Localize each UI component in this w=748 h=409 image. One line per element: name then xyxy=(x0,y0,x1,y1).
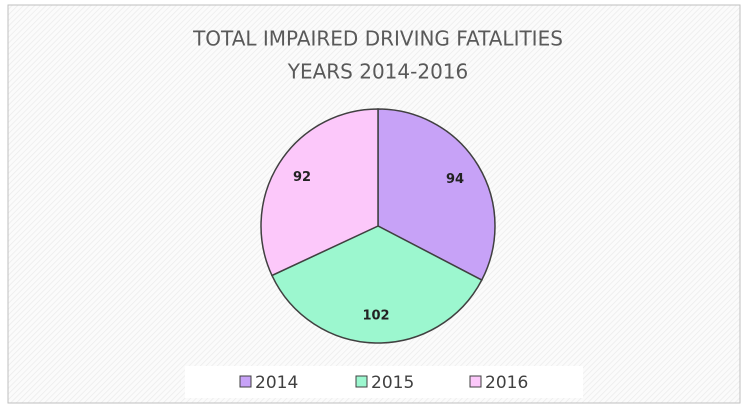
data-label: 92 xyxy=(293,170,311,185)
chart-subtitle: YEARS 2014-2016 xyxy=(287,60,469,84)
data-label: 102 xyxy=(362,309,389,324)
legend-label: 2015 xyxy=(371,373,414,393)
legend-label: 2014 xyxy=(255,373,298,393)
legend-swatch xyxy=(239,375,252,388)
legend-swatch xyxy=(355,375,368,388)
legend-label: 2016 xyxy=(485,373,528,393)
chart-title: TOTAL IMPAIRED DRIVING FATALITIES xyxy=(192,27,563,51)
pie-slice xyxy=(377,108,496,282)
legend-swatch xyxy=(469,375,482,388)
pie-slice xyxy=(270,225,483,344)
pie-slice xyxy=(260,108,379,277)
data-label: 94 xyxy=(446,172,464,187)
